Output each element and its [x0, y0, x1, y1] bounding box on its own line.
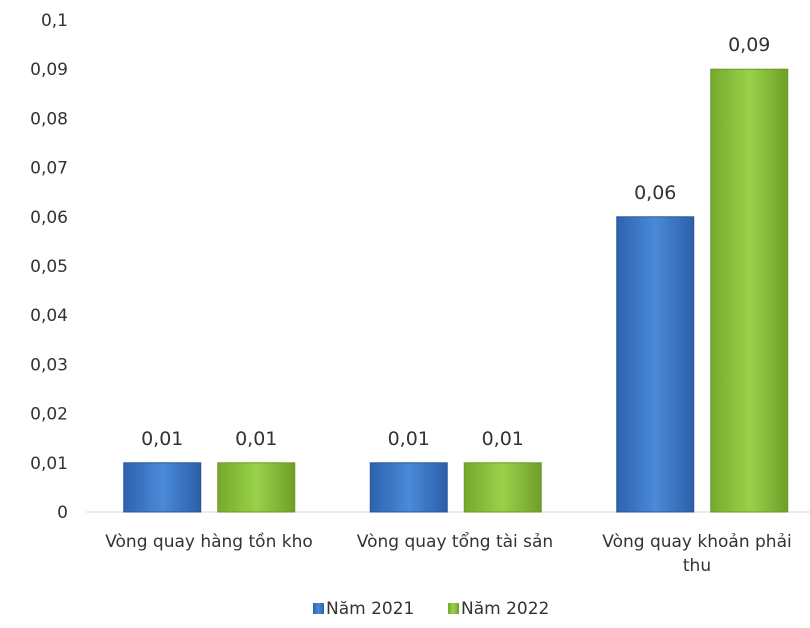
- data-label: 0,09: [728, 34, 770, 56]
- bar-nam-2021: [123, 462, 202, 513]
- data-label: 0,01: [235, 428, 277, 450]
- bar-nam-2021: [369, 462, 448, 513]
- y-tick-label: 0,06: [30, 208, 68, 228]
- bar-nam-2022: [217, 462, 296, 513]
- bar-nam-2022: [710, 68, 789, 513]
- legend-swatch: [313, 603, 324, 614]
- legend-item: Năm 2022: [448, 599, 549, 619]
- bar-nam-2022: [463, 462, 542, 513]
- category-label: Vòng quay hàng tồn kho: [105, 531, 313, 552]
- bars: [123, 68, 789, 513]
- legend-item: Năm 2021: [313, 599, 414, 619]
- category-labels: Vòng quay hàng tồn kho Vòng quay tổng tài…: [105, 531, 792, 576]
- bar-nam-2021: [616, 216, 695, 513]
- data-labels: 0,01 0,01 0,01 0,01 0,06 0,09: [141, 34, 770, 450]
- category-label: Vòng quay tổng tài sản: [357, 531, 553, 552]
- data-label: 0,01: [482, 428, 524, 450]
- legend-label: Năm 2022: [461, 599, 549, 619]
- y-tick-label: 0,09: [30, 60, 68, 80]
- y-tick-label: 0,03: [30, 355, 68, 375]
- y-tick-label: 0: [57, 503, 68, 523]
- y-tick-label: 0,08: [30, 109, 68, 129]
- y-axis: 0 0,01 0,02 0,03 0,04 0,05 0,06 0,07 0,08 0,09 0,1: [30, 11, 68, 523]
- y-tick-label: 0,1: [41, 11, 68, 31]
- y-tick-label: 0,05: [30, 257, 68, 277]
- category-label: Vòng quay khoản phải thu: [602, 532, 791, 576]
- y-tick-label: 0,04: [30, 306, 68, 326]
- y-tick-label: 0,02: [30, 405, 68, 425]
- y-tick-label: 0,07: [30, 159, 68, 179]
- legend: Năm 2021 Năm 2022: [313, 599, 549, 619]
- legend-label: Năm 2021: [326, 599, 414, 619]
- y-tick-label: 0,01: [30, 454, 68, 474]
- data-label: 0,01: [141, 428, 183, 450]
- legend-swatch: [448, 603, 459, 614]
- data-label: 0,06: [634, 182, 676, 204]
- data-label: 0,01: [388, 428, 430, 450]
